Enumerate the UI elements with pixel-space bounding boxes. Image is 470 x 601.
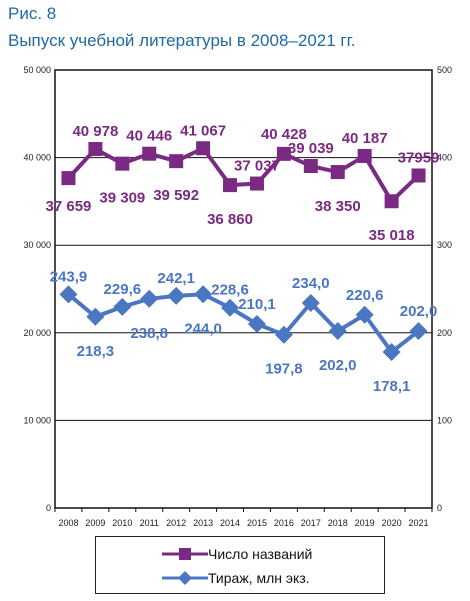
chart-title: Выпуск учебной литературы в 2008–2021 гг… [8,31,356,50]
data-label-titles: 38 350 [315,198,361,215]
x-tick-label: 2018 [328,518,348,528]
data-label-circulation: 220,6 [346,287,384,304]
data-point-circulation [113,297,132,316]
legend-swatch-circulation [162,571,208,585]
data-point-circulation [301,294,320,313]
data-label-titles: 41 067 [180,122,226,139]
data-label-circulation: 234,0 [292,275,330,292]
plot-area [54,69,433,509]
y-right-tick-label: 400 [437,153,452,163]
y-right-tick-label: 500 [437,65,452,75]
data-point-circulation [59,285,78,304]
data-point-titles [61,171,76,186]
y-left-tick-label: 10 000 [23,415,51,425]
x-tick-label: 2010 [112,518,132,528]
data-point-titles [303,159,318,174]
data-label-circulation: 238,8 [130,325,168,342]
data-label-titles: 39 039 [288,140,334,157]
data-label-circulation: 229,6 [104,281,142,298]
figure-label: Рис. 8 [8,4,57,23]
data-label-titles: 37 659 [46,198,92,215]
data-label-circulation: 218,3 [77,343,115,360]
y-right-tick-label: 100 [437,415,452,425]
data-point-titles [115,156,130,171]
data-label-circulation: 210,1 [238,296,276,313]
data-label-circulation: 243,9 [50,268,88,285]
x-tick-label: 2013 [193,518,213,528]
data-label-titles: 37 037 [234,158,280,175]
x-tick-label: 2014 [220,518,240,528]
x-tick-label: 2016 [274,518,294,528]
x-tick-label: 2009 [85,518,105,528]
x-tick-label: 2017 [301,518,321,528]
data-label-circulation: 228,6 [211,282,249,299]
data-point-titles [276,146,291,161]
data-point-titles [142,146,157,161]
data-point-circulation [140,289,159,308]
data-point-circulation [167,286,186,305]
legend-label-titles: Число названий [208,546,313,562]
legend-swatch-titles [162,548,208,560]
data-label-titles: 37959 [398,149,440,166]
data-label-circulation: 242,1 [157,270,195,287]
y-right-tick-label: 300 [437,240,452,250]
data-label-circulation: 202,0 [319,357,357,374]
chart-legend: Число названий Тираж, млн экз. [95,536,385,594]
data-point-titles [249,176,264,191]
data-label-circulation: 202,0 [400,303,438,320]
data-point-titles [169,154,184,169]
legend-label-circulation: Тираж, млн экз. [208,570,310,586]
y-left-tick-label: 30 000 [23,240,51,250]
data-label-titles: 35 018 [369,227,415,244]
x-tick-label: 2019 [355,518,375,528]
y-left-tick-label: 0 [46,503,51,513]
data-point-titles [330,165,345,180]
legend-item-titles: Число названий [96,543,384,565]
data-label-titles: 40 978 [72,123,118,140]
data-point-circulation [409,322,428,341]
data-point-circulation [328,322,347,341]
data-point-titles [196,141,211,156]
line-chart: 0 0 10 000 100 20 000 200 30 000 300 40 000 400 50… [23,65,452,528]
y-right-tick-label: 0 [437,503,442,513]
data-point-titles [223,178,238,193]
data-point-circulation [274,325,293,344]
legend-item-circulation: Тираж, млн экз. [96,567,384,589]
data-label-circulation: 178,1 [373,378,411,395]
data-point-titles [357,148,372,163]
x-tick-label: 2012 [166,518,186,528]
data-label-titles: 40 446 [126,128,172,145]
data-point-circulation [221,298,240,317]
y-left-tick-label: 20 000 [23,328,51,338]
y-right-tick-label: 200 [437,328,452,338]
data-point-circulation [86,307,105,326]
data-label-circulation: 197,8 [265,361,303,378]
data-label-titles: 40 187 [342,130,388,147]
data-point-titles [88,142,103,157]
x-tick-label: 2015 [247,518,267,528]
x-tick-label: 2011 [140,518,159,528]
y-left-tick-label: 40 000 [23,153,51,163]
data-point-titles [411,168,426,183]
data-point-titles [384,194,399,209]
data-label-circulation: 244,0 [184,320,222,337]
data-label-titles: 39 309 [99,190,145,207]
data-point-circulation [247,314,266,333]
data-label-titles: 39 592 [153,187,199,204]
data-point-circulation [355,305,374,324]
y-left-tick-label: 50 000 [23,65,51,75]
x-tick-label: 2021 [409,518,429,528]
data-point-circulation [194,285,213,304]
data-point-circulation [382,342,401,361]
data-label-titles: 36 860 [207,211,253,228]
x-tick-label: 2020 [382,518,402,528]
x-tick-label: 2008 [58,518,78,528]
data-label-titles: 40 428 [261,126,307,143]
